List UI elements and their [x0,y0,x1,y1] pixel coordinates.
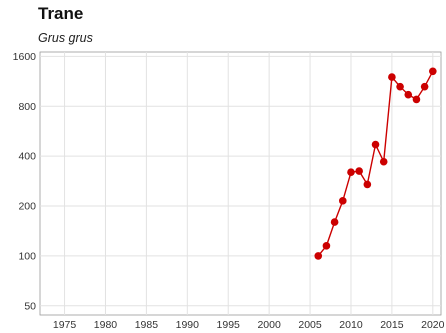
data-point [322,242,331,250]
data-point [379,157,388,166]
y-tick-label: 200 [18,201,36,213]
data-point [363,180,372,189]
x-tick-label: 2000 [257,319,281,331]
x-tick-label: 2015 [380,319,404,331]
x-tick-label: 1980 [94,319,118,331]
grid-lines [40,52,441,315]
data-point [314,252,323,260]
data-point [338,197,347,205]
chart-title: Trane [38,4,84,23]
y-tick-label: 800 [18,101,36,113]
chart-subtitle: Grus grus [38,31,93,45]
data-point [355,167,363,175]
data-point [396,82,404,91]
plot-area [39,51,442,316]
data-point [330,218,339,226]
axis-labels: 1975 1980 1985 1990 1995 2000 2005 2010 2015 2020… [13,51,445,331]
data-point [347,168,355,176]
data-point [420,82,429,91]
data-point [404,90,413,99]
y-tick-label: 1600 [13,51,37,63]
x-tick-label: 1995 [217,319,241,331]
data-point [371,140,380,149]
x-tick-label: 2020 [421,319,445,331]
x-tick-label: 1990 [176,319,200,331]
y-tick-label: 400 [18,151,36,163]
x-tick-label: 2005 [298,319,322,331]
y-tick-label: 100 [18,250,36,262]
data-point [388,73,396,81]
data-point [429,67,437,76]
x-tick-label: 1985 [135,319,159,331]
x-tick-label: 1975 [53,319,77,331]
data-series [314,67,437,260]
y-tick-label: 50 [24,300,36,312]
x-tick-label: 2010 [339,319,363,331]
data-point [412,95,421,104]
